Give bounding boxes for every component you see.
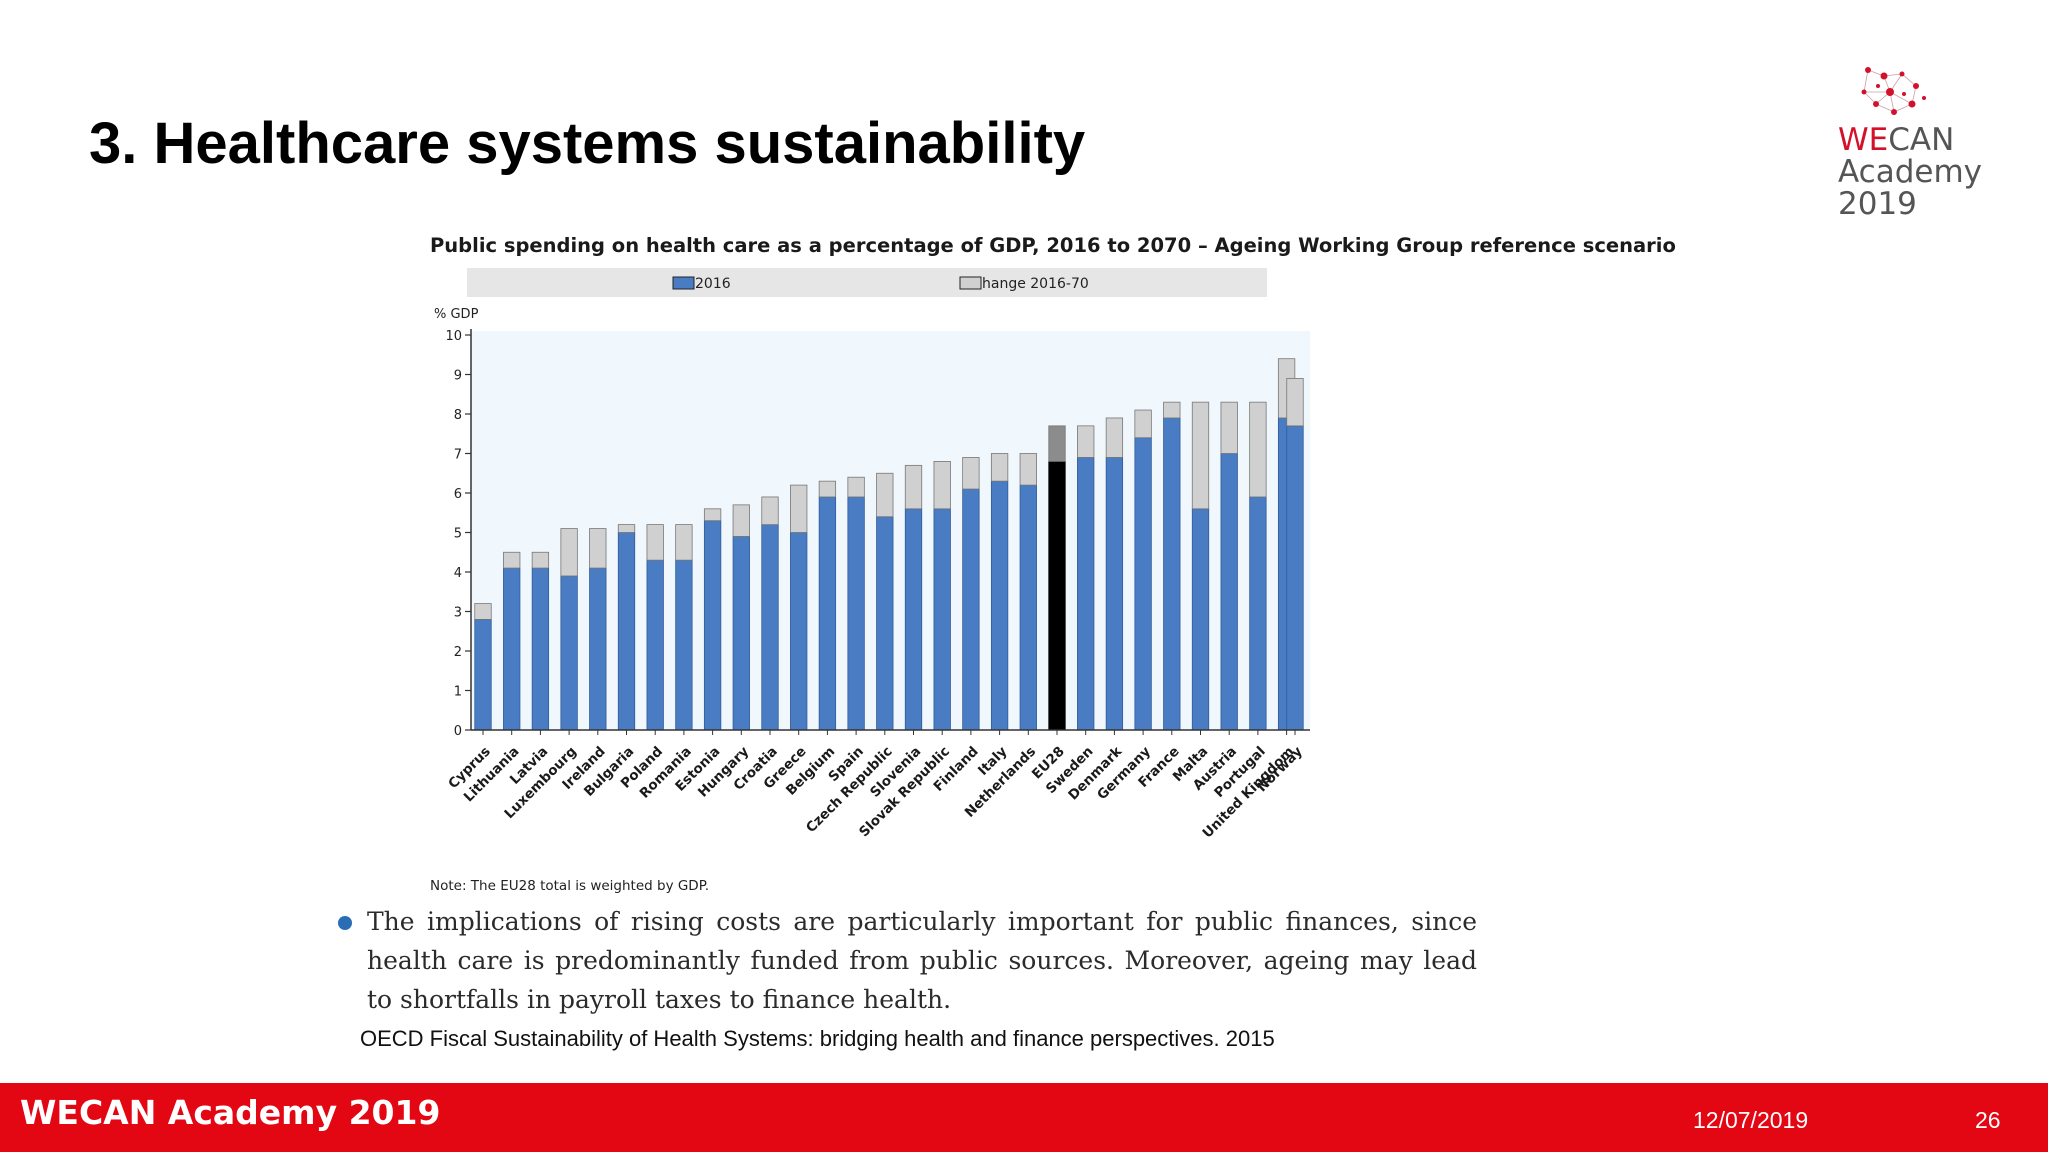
- bar-2016-latvia: [531, 567, 550, 731]
- footer-brand: WECAN Academy 2019: [20, 1093, 441, 1132]
- slide-title: 3. Healthcare systems sustainability: [89, 111, 1086, 176]
- bar-change-romania: [675, 524, 693, 561]
- bar-change-austria: [1220, 401, 1238, 454]
- y-tick-label: 4: [454, 566, 462, 581]
- bar-change-czech-republic: [876, 472, 894, 518]
- bullet-text: The implications of rising costs are par…: [367, 907, 1477, 1014]
- bar-change-ireland: [589, 528, 607, 569]
- footer-date: 12/07/2019: [1693, 1107, 1809, 1133]
- y-tick-label: 0: [454, 724, 462, 739]
- bar-2016-luxembourg: [560, 575, 578, 731]
- y-tick-label: 9: [454, 369, 462, 384]
- y-tick-label: 1: [454, 685, 462, 700]
- legend-label-1: hange 2016-70: [982, 276, 1089, 292]
- bar-change-poland: [646, 524, 664, 561]
- bar-2016-hungary: [732, 536, 750, 731]
- logo-brand-can: CAN: [1888, 122, 1955, 158]
- bar-change-lithuania: [503, 551, 521, 569]
- bar-change-latvia: [531, 551, 550, 569]
- bar-change-portugal: [1249, 401, 1267, 498]
- bar-change-norway: [1286, 378, 1304, 427]
- bar-change-germany: [1134, 409, 1152, 439]
- bar-2016-czech-republic: [876, 516, 894, 731]
- chart-note: Note: The EU28 total is weighted by GDP.: [430, 878, 710, 894]
- bar-2016-belgium: [818, 496, 837, 731]
- bar-change-hungary: [732, 504, 750, 537]
- bar-2016-spain: [847, 496, 865, 731]
- bar-2016-france: [1163, 417, 1181, 731]
- bar-2016-portugal: [1249, 496, 1267, 731]
- bar-change-cyprus: [474, 603, 492, 620]
- footer-bar: WECAN Academy 2019 12/07/2019 26: [0, 1083, 2048, 1152]
- bar-change-netherlands: [1019, 453, 1037, 486]
- bar-change-denmark: [1105, 417, 1124, 458]
- y-tick-label: 2: [454, 645, 462, 660]
- bar-change-greece: [790, 484, 808, 533]
- bar-2016-ireland: [589, 567, 607, 731]
- network-graph-icon: [1861, 67, 1926, 115]
- bar-2016-norway: [1286, 425, 1304, 731]
- health-spending-chart: 2016 hange 2016-70% GDP 0 1 2 3 4 5 6 7 8 9 10 Cyprus…: [420, 228, 1700, 903]
- logo-line-year: 2019: [1838, 186, 1917, 222]
- bar-2016-estonia: [703, 520, 722, 731]
- y-tick-label: 7: [454, 448, 462, 463]
- bar-2016-romania: [675, 559, 693, 731]
- bar-2016-cyprus: [474, 618, 492, 731]
- source-citation: OECD Fiscal Sustainability of Health Sys…: [360, 1026, 1275, 1051]
- logo-line-academy: Academy: [1838, 154, 1982, 190]
- bar-change-france: [1163, 401, 1181, 419]
- bar-change-croatia: [761, 496, 779, 526]
- bar-2016-bulgaria: [617, 532, 636, 731]
- y-tick-label: 5: [454, 527, 462, 542]
- chart-canvas: 2016 hange 2016-70% GDP012345678910Cyprus…: [434, 268, 1310, 841]
- bar-2016-italy: [990, 480, 1009, 731]
- bar-change-eu28: [1048, 425, 1066, 462]
- bar-2016-finland: [962, 488, 980, 731]
- bar-change-sweden: [1077, 425, 1095, 458]
- bar-2016-greece: [790, 532, 808, 731]
- bar-2016-malta: [1191, 508, 1210, 731]
- bar-2016-sweden: [1077, 457, 1095, 731]
- bar-2016-germany: [1134, 437, 1152, 731]
- bar-2016-poland: [646, 559, 664, 731]
- bar-2016-eu28: [1048, 460, 1066, 731]
- wecan-logo: WECAN Academy 2019: [1828, 64, 1982, 234]
- y-tick-label: 3: [454, 606, 462, 621]
- chart-title: Public spending on health care as a perc…: [430, 234, 1676, 257]
- bar-2016-croatia: [761, 524, 779, 731]
- bar-change-luxembourg: [560, 528, 578, 577]
- bar-2016-slovak-republic: [933, 508, 951, 731]
- logo-text: WECAN Academy 2019: [1838, 124, 1988, 220]
- logo-brand-we: WE: [1838, 122, 1889, 158]
- y-tick-label: 10: [445, 329, 462, 344]
- legend-swatch-1: [959, 276, 982, 290]
- bar-2016-lithuania: [503, 567, 521, 731]
- bar-change-slovak-republic: [933, 460, 951, 510]
- bar-change-slovenia: [904, 464, 923, 510]
- bar-2016-slovenia: [904, 508, 923, 731]
- bar-2016-austria: [1220, 453, 1238, 731]
- bar-change-belgium: [818, 480, 837, 498]
- legend-box: [467, 268, 1267, 297]
- bullet-dot-icon: [338, 916, 352, 930]
- y-tick-label: 6: [454, 487, 462, 502]
- bar-2016-denmark: [1105, 457, 1124, 731]
- bar-change-finland: [962, 457, 980, 490]
- y-axis-label: % GDP: [434, 307, 479, 322]
- bar-change-italy: [990, 453, 1009, 482]
- footer-page-number: 26: [1975, 1107, 2001, 1133]
- legend-label-0: 2016: [695, 276, 731, 292]
- bullet-point: The implications of rising costs are par…: [334, 902, 1514, 1019]
- y-tick-label: 8: [454, 408, 462, 423]
- bar-change-malta: [1191, 401, 1210, 510]
- bar-change-spain: [847, 476, 865, 498]
- bar-change-estonia: [703, 508, 722, 522]
- bar-change-bulgaria: [617, 524, 636, 533]
- legend-swatch-0: [672, 276, 695, 290]
- bar-2016-netherlands: [1019, 484, 1037, 731]
